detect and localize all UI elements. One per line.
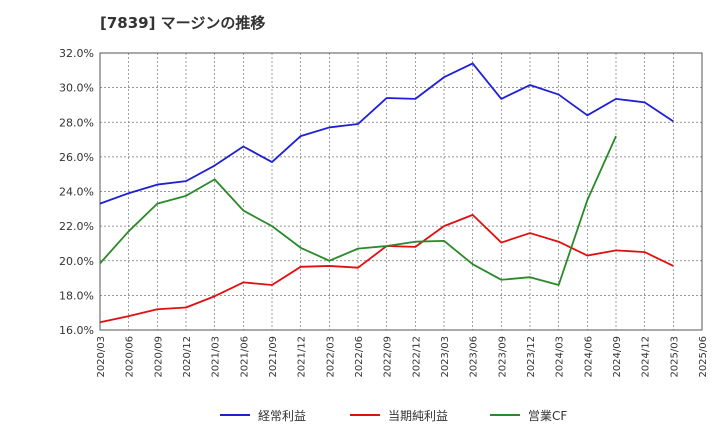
x-tick-label: 2023/12 — [526, 336, 537, 378]
y-tick-label: 16.0% — [59, 324, 94, 337]
x-tick-label: 2022/09 — [383, 336, 394, 378]
x-tick-label: 2021/03 — [211, 336, 222, 378]
x-tick-label: 2024/09 — [612, 336, 623, 378]
x-tick-label: 2024/03 — [555, 336, 566, 378]
y-tick-label: 18.0% — [59, 289, 94, 302]
legend-label: 営業CF — [528, 409, 567, 423]
x-tick-label: 2020/09 — [153, 336, 164, 378]
x-tick-label: 2021/06 — [239, 336, 250, 378]
x-tick-label: 2023/09 — [497, 336, 508, 378]
x-tick-label: 2020/06 — [125, 336, 136, 378]
x-tick-label: 2022/06 — [354, 336, 365, 378]
y-tick-label: 26.0% — [59, 151, 94, 164]
x-axis: 2020/03 2020/06 2020/09 2020/12 2021/03 2021/… — [96, 336, 709, 378]
x-tick-label: 2020/12 — [182, 336, 193, 378]
x-tick-label: 2022/03 — [325, 336, 336, 378]
y-tick-label: 30.0% — [59, 82, 94, 95]
y-tick-label: 28.0% — [59, 116, 94, 129]
series-lines — [99, 62, 674, 324]
legend-label: 当期純利益 — [388, 409, 448, 423]
series-line-1 — [99, 62, 674, 205]
chart-title: [7839] マージンの推移 — [100, 14, 266, 32]
x-tick-label: 2025/03 — [669, 336, 680, 378]
y-tick-label: 32.0% — [59, 47, 94, 60]
legend: 経常利益 当期純利益 営業CF — [220, 409, 567, 423]
x-tick-label: 2021/09 — [268, 336, 279, 378]
plot-frame — [99, 52, 703, 331]
y-tick-label: 22.0% — [59, 220, 94, 233]
y-tick-label: 24.0% — [59, 186, 94, 199]
x-tick-label: 2023/03 — [440, 336, 451, 378]
x-tick-label: 2022/12 — [411, 336, 422, 378]
x-tick-label: 2021/12 — [297, 336, 308, 378]
y-axis: 16.0% 18.0% 20.0% 22.0% 24.0% 26.0% 28.0% 30.0%… — [59, 47, 94, 337]
x-tick-label: 2023/06 — [469, 336, 480, 378]
x-tick-label: 2024/06 — [583, 336, 594, 378]
y-tick-label: 20.0% — [59, 255, 94, 268]
x-tick-label: 2025/06 — [698, 336, 709, 378]
x-tick-label: 2020/03 — [96, 336, 107, 378]
x-tick-label: 2024/12 — [641, 336, 652, 378]
legend-label: 経常利益 — [258, 409, 306, 423]
series-line-3 — [99, 135, 617, 286]
